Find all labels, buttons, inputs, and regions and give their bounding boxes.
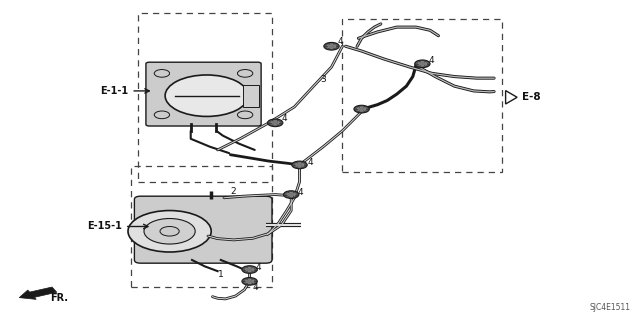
Bar	[131, 166, 272, 287]
Circle shape	[237, 70, 253, 77]
Circle shape	[268, 119, 283, 127]
Circle shape	[284, 191, 299, 198]
Circle shape	[165, 75, 248, 116]
Text: 4: 4	[307, 158, 313, 167]
FancyArrow shape	[19, 287, 57, 299]
Circle shape	[242, 266, 257, 273]
Circle shape	[415, 60, 430, 68]
Text: 4: 4	[338, 37, 344, 46]
Text: 2: 2	[230, 187, 236, 196]
FancyBboxPatch shape	[243, 85, 259, 107]
Circle shape	[245, 279, 254, 284]
Text: FR.: FR.	[50, 293, 68, 303]
Text: SJC4E1511: SJC4E1511	[589, 303, 630, 312]
Circle shape	[292, 161, 307, 169]
FancyBboxPatch shape	[134, 196, 272, 263]
Circle shape	[144, 219, 195, 244]
Circle shape	[242, 278, 257, 285]
Text: 4: 4	[429, 56, 435, 65]
Text: 3: 3	[320, 75, 326, 84]
Circle shape	[160, 226, 179, 236]
Circle shape	[271, 121, 280, 125]
Circle shape	[418, 62, 427, 66]
Bar	[342, 19, 502, 172]
FancyBboxPatch shape	[146, 62, 261, 126]
Circle shape	[128, 211, 211, 252]
Circle shape	[324, 42, 339, 50]
Circle shape	[327, 44, 336, 48]
Text: 1: 1	[218, 270, 223, 279]
Circle shape	[154, 70, 170, 77]
Text: 4: 4	[253, 283, 259, 292]
Circle shape	[154, 111, 170, 119]
Text: 4: 4	[282, 114, 287, 122]
Text: E-15-1: E-15-1	[87, 221, 122, 232]
Circle shape	[357, 107, 366, 111]
Circle shape	[354, 105, 369, 113]
Text: E-8: E-8	[522, 92, 540, 102]
Circle shape	[287, 192, 296, 197]
Text: E-1-1: E-1-1	[100, 86, 128, 96]
Circle shape	[295, 163, 304, 167]
Circle shape	[245, 267, 254, 272]
FancyArrow shape	[506, 91, 517, 104]
Text: 4: 4	[256, 263, 262, 272]
Circle shape	[237, 111, 253, 119]
Text: 4: 4	[298, 189, 303, 197]
Bar	[138, 13, 272, 182]
